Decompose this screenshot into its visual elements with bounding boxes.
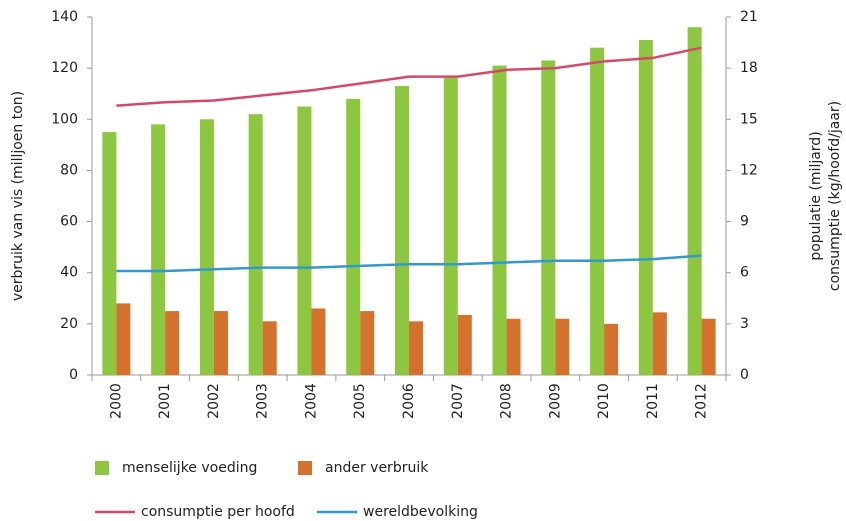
- y-tick-label: 100: [51, 111, 78, 127]
- y2-tick-label: 21: [740, 9, 758, 25]
- bar: [541, 60, 556, 375]
- x-tick-label: 2010: [596, 383, 612, 419]
- bar: [409, 321, 423, 375]
- y2-tick-label: 9: [740, 214, 749, 230]
- x-tick-label: 2003: [255, 383, 271, 419]
- bar: [262, 321, 277, 375]
- bar: [213, 311, 228, 375]
- x-tick-label: 2007: [450, 383, 466, 419]
- bar: [395, 86, 409, 376]
- bar: [360, 311, 375, 375]
- bar: [492, 65, 507, 375]
- bar: [297, 106, 312, 375]
- y2-axis-label: consumptie (kg/hoofd/jaar): [827, 101, 843, 291]
- bar: [457, 314, 472, 375]
- legend-label: ander verbruik: [325, 460, 429, 476]
- y2-tick-label: 0: [740, 367, 749, 383]
- bar: [638, 40, 653, 376]
- bar: [652, 312, 667, 375]
- line: [116, 46, 702, 107]
- bar: [151, 124, 166, 376]
- x-tick-label: 2006: [401, 383, 417, 419]
- bar: [311, 308, 326, 375]
- legend-swatch: [298, 461, 312, 475]
- bar: [199, 119, 214, 376]
- line: [116, 254, 702, 273]
- bar: [506, 318, 521, 375]
- bar: [687, 27, 702, 375]
- y2-tick-label: 3: [740, 316, 749, 332]
- y-tick-label: 0: [69, 367, 78, 383]
- x-tick-label: 2004: [303, 383, 319, 419]
- x-tick-label: 2000: [108, 383, 124, 419]
- y-axis-label: verbruik van vis (milljoen ton): [10, 91, 26, 301]
- bar: [590, 47, 605, 375]
- y-tick-label: 120: [51, 60, 78, 76]
- x-tick-label: 2005: [352, 383, 368, 419]
- legend-label: wereldbevolking: [363, 504, 478, 520]
- bar: [248, 114, 263, 376]
- x-tick-label: 2011: [645, 383, 661, 419]
- legend-label: menselijke voeding: [122, 460, 257, 476]
- x-tick-label: 2009: [547, 383, 563, 419]
- x-tick-label: 2002: [206, 383, 222, 419]
- y-tick-label: 20: [60, 316, 78, 332]
- y-tick-label: 60: [60, 214, 78, 230]
- y2-tick-label: 15: [740, 111, 758, 127]
- bar: [701, 318, 716, 375]
- y2-tick-label: 6: [740, 265, 749, 281]
- y-tick-label: 140: [51, 9, 78, 25]
- bar: [102, 132, 117, 375]
- y2-axis-label: populatie (miljard): [808, 131, 824, 260]
- legend-label: consumptie per hoofd: [141, 504, 295, 520]
- legend-swatch: [95, 461, 109, 475]
- y-tick-label: 40: [60, 265, 78, 281]
- y2-tick-label: 18: [740, 60, 758, 76]
- bar: [443, 75, 458, 376]
- bar: [346, 98, 361, 375]
- x-tick-label: 2001: [157, 383, 173, 419]
- bar: [604, 323, 619, 375]
- bar: [555, 318, 570, 375]
- y-tick-label: 80: [60, 162, 78, 178]
- bar: [116, 303, 131, 375]
- x-tick-label: 2012: [694, 383, 710, 419]
- y2-tick-label: 12: [740, 162, 758, 178]
- x-tick-label: 2008: [499, 383, 515, 419]
- bar: [165, 311, 180, 375]
